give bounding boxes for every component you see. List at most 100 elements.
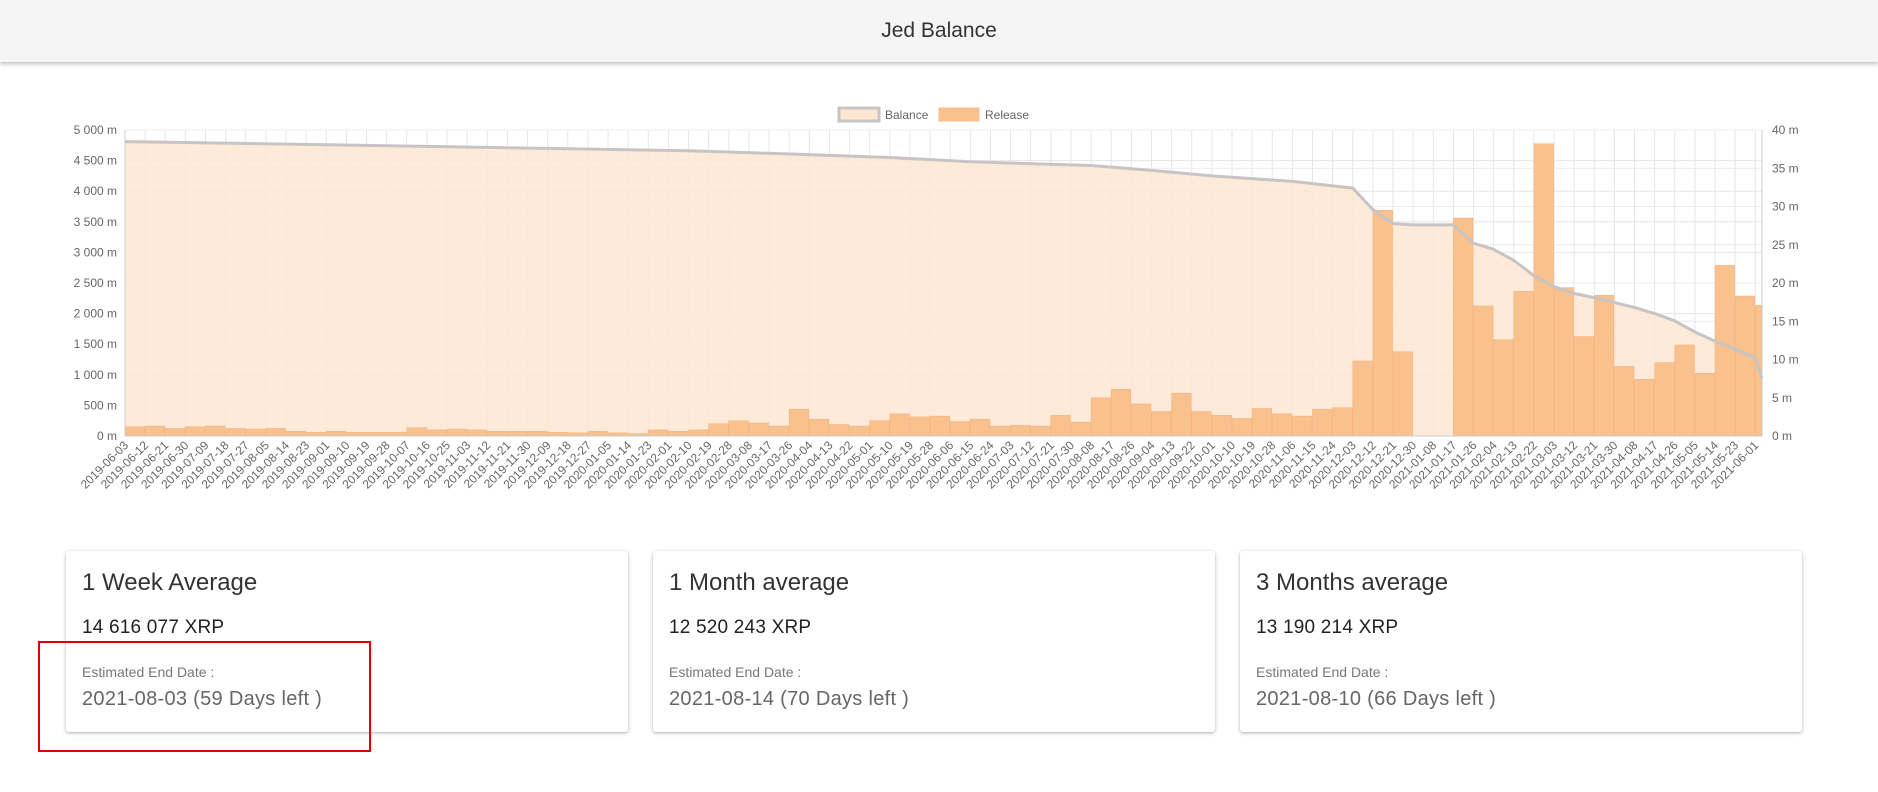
y-left-tick-label: 1 000 m (74, 368, 117, 382)
card-title: 3 Months average (1256, 569, 1449, 596)
card-title: 1 Week Average (82, 569, 258, 596)
release-bar (1734, 295, 1756, 437)
card-end-date: 2021-08-10 (66 Days left ) (1256, 688, 1497, 710)
release-bar (386, 431, 407, 437)
card-end-date: 2021-08-03 (59 Days left ) (82, 688, 323, 710)
release-bar (829, 424, 850, 437)
y-right-tick-label: 0 m (1772, 429, 1792, 443)
release-bar (1654, 362, 1675, 437)
card-average-value: 14 616 077 XRP (82, 617, 225, 638)
release-bar (165, 428, 186, 437)
release-bar (1251, 408, 1272, 437)
release-bar (909, 416, 930, 437)
release-bar (487, 431, 508, 437)
release-bar (1171, 392, 1192, 437)
release-bar (225, 428, 246, 437)
card-average-value: 12 520 243 XRP (669, 617, 812, 638)
release-bar (366, 431, 387, 437)
y-left-tick-label: 2 500 m (74, 276, 117, 290)
y-right-tick-label: 30 m (1772, 200, 1799, 214)
release-bar (768, 425, 789, 437)
y-right-tick-label: 35 m (1772, 161, 1799, 175)
release-bar (285, 431, 306, 437)
release-bar (1513, 291, 1534, 437)
y-left-tick-label: 2 000 m (74, 307, 117, 321)
release-bar (1453, 217, 1474, 437)
release-bar (1191, 411, 1212, 437)
release-bar (1332, 407, 1353, 437)
y-right-tick-label: 15 m (1772, 314, 1799, 328)
release-bar (547, 431, 568, 437)
release-bar (1614, 366, 1635, 437)
release-bar (1594, 294, 1615, 437)
card-end-label: Estimated End Date : (669, 664, 802, 680)
release-bar (1030, 425, 1051, 437)
release-bar (1674, 344, 1695, 437)
release-bar (929, 415, 950, 437)
legend-label-release: Release (985, 108, 1029, 122)
y-left-tick-label: 500 m (84, 398, 117, 412)
release-bar (809, 418, 830, 437)
release-bar (466, 429, 488, 437)
release-bar (990, 425, 1011, 437)
release-bar (1050, 415, 1071, 437)
y-right-tick-label: 5 m (1772, 391, 1792, 405)
release-bar (1473, 305, 1494, 437)
release-bar (265, 428, 286, 437)
release-bar (648, 429, 669, 437)
y-right-tick-label: 20 m (1772, 276, 1799, 290)
release-bar (144, 425, 165, 437)
release-bar (507, 431, 528, 437)
release-bar (1372, 210, 1393, 437)
release-bar (1714, 265, 1735, 437)
release-bar (426, 429, 447, 437)
release-bar (527, 431, 548, 437)
release-bar (748, 422, 769, 437)
release-bar (889, 413, 910, 437)
release-bar (1231, 418, 1252, 437)
legend-label-balance: Balance (885, 108, 929, 122)
release-bar (245, 428, 266, 437)
release-bar (1010, 425, 1031, 437)
card-title: 1 Month average (669, 569, 850, 596)
release-bar (970, 418, 991, 437)
release-bar (1312, 408, 1333, 437)
release-bar (1573, 336, 1594, 437)
release-bar (728, 420, 749, 437)
release-bar (1070, 421, 1091, 437)
card-end-label: Estimated End Date : (1256, 664, 1389, 680)
release-bar (688, 429, 709, 437)
card-average-value: 13 190 214 XRP (1256, 617, 1399, 638)
release-bar (305, 431, 326, 437)
card-end-label: Estimated End Date : (82, 664, 215, 680)
release-bar (949, 421, 971, 437)
y-left-tick-label: 0 m (97, 429, 117, 443)
y-left-tick-label: 4 500 m (74, 154, 117, 168)
release-bar (326, 431, 347, 437)
release-bar (185, 426, 206, 437)
legend-swatch-release (938, 107, 980, 122)
legend-swatch-balance (837, 106, 881, 123)
release-bar (1694, 373, 1715, 437)
page-title: Jed Balance (881, 19, 997, 42)
month-average-card: 1 Month average 12 520 243 XRP Estimated… (653, 551, 1215, 732)
three-month-average-card: 3 Months average 13 190 214 XRP Estimate… (1240, 551, 1802, 732)
release-bar (1110, 389, 1132, 437)
release-bar (708, 423, 729, 437)
y-left-tick-label: 3 500 m (74, 215, 117, 229)
release-bar (1151, 411, 1172, 437)
release-bar (446, 428, 467, 437)
balance-line (124, 140, 1764, 379)
release-bar (1634, 379, 1655, 437)
release-bar (1131, 403, 1152, 437)
y-left-tick-label: 4 000 m (74, 184, 117, 198)
release-bar (1352, 360, 1373, 437)
y-left-tick-label: 3 000 m (74, 245, 117, 259)
release-bar (406, 427, 427, 437)
release-bar (1533, 143, 1554, 437)
release-bar (788, 408, 810, 437)
release-bar (1090, 397, 1111, 437)
release-bar (1292, 415, 1313, 437)
card-end-date: 2021-08-14 (70 Days left ) (669, 688, 910, 710)
release-bar (587, 431, 608, 437)
